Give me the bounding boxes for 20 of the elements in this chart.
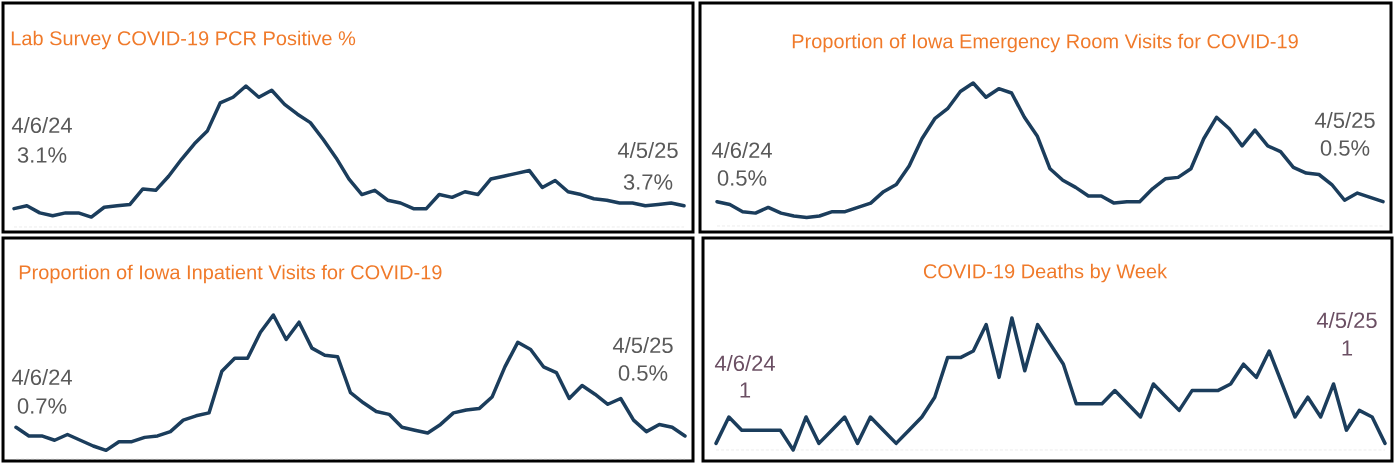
annotation: 4/5/25 (1314, 111, 1375, 129)
annotation: 0.5% (618, 365, 668, 381)
annotation: 3.7% (623, 174, 673, 190)
annotation: 4/6/24 (711, 141, 772, 159)
chart-title: Proportion of Iowa Emergency Room Visits for COVID-19 (792, 33, 1298, 53)
annotation: 0.5% (1320, 140, 1370, 156)
chart-title: Proportion of Iowa Inpatient Visits for COVID-19 (19, 264, 442, 284)
annotation: 4/6/24 (714, 354, 775, 372)
annotation: 0.5% (717, 170, 767, 186)
annotation: 1 (740, 382, 751, 398)
annotation: 4/5/25 (1316, 311, 1377, 329)
annotation: 0.7% (17, 398, 67, 414)
annotation: 3.1% (17, 147, 67, 163)
chart-title: Lab Survey COVID-19 PCR Positive % (11, 30, 356, 50)
annotation: 1 (1342, 340, 1353, 356)
annotation: 4/6/24 (11, 116, 72, 134)
annotation: 4/6/24 (11, 368, 72, 386)
chart-title: COVID-19 Deaths by Week (923, 263, 1168, 283)
annotation: 4/5/25 (617, 141, 678, 159)
annotation: 4/5/25 (612, 336, 673, 354)
